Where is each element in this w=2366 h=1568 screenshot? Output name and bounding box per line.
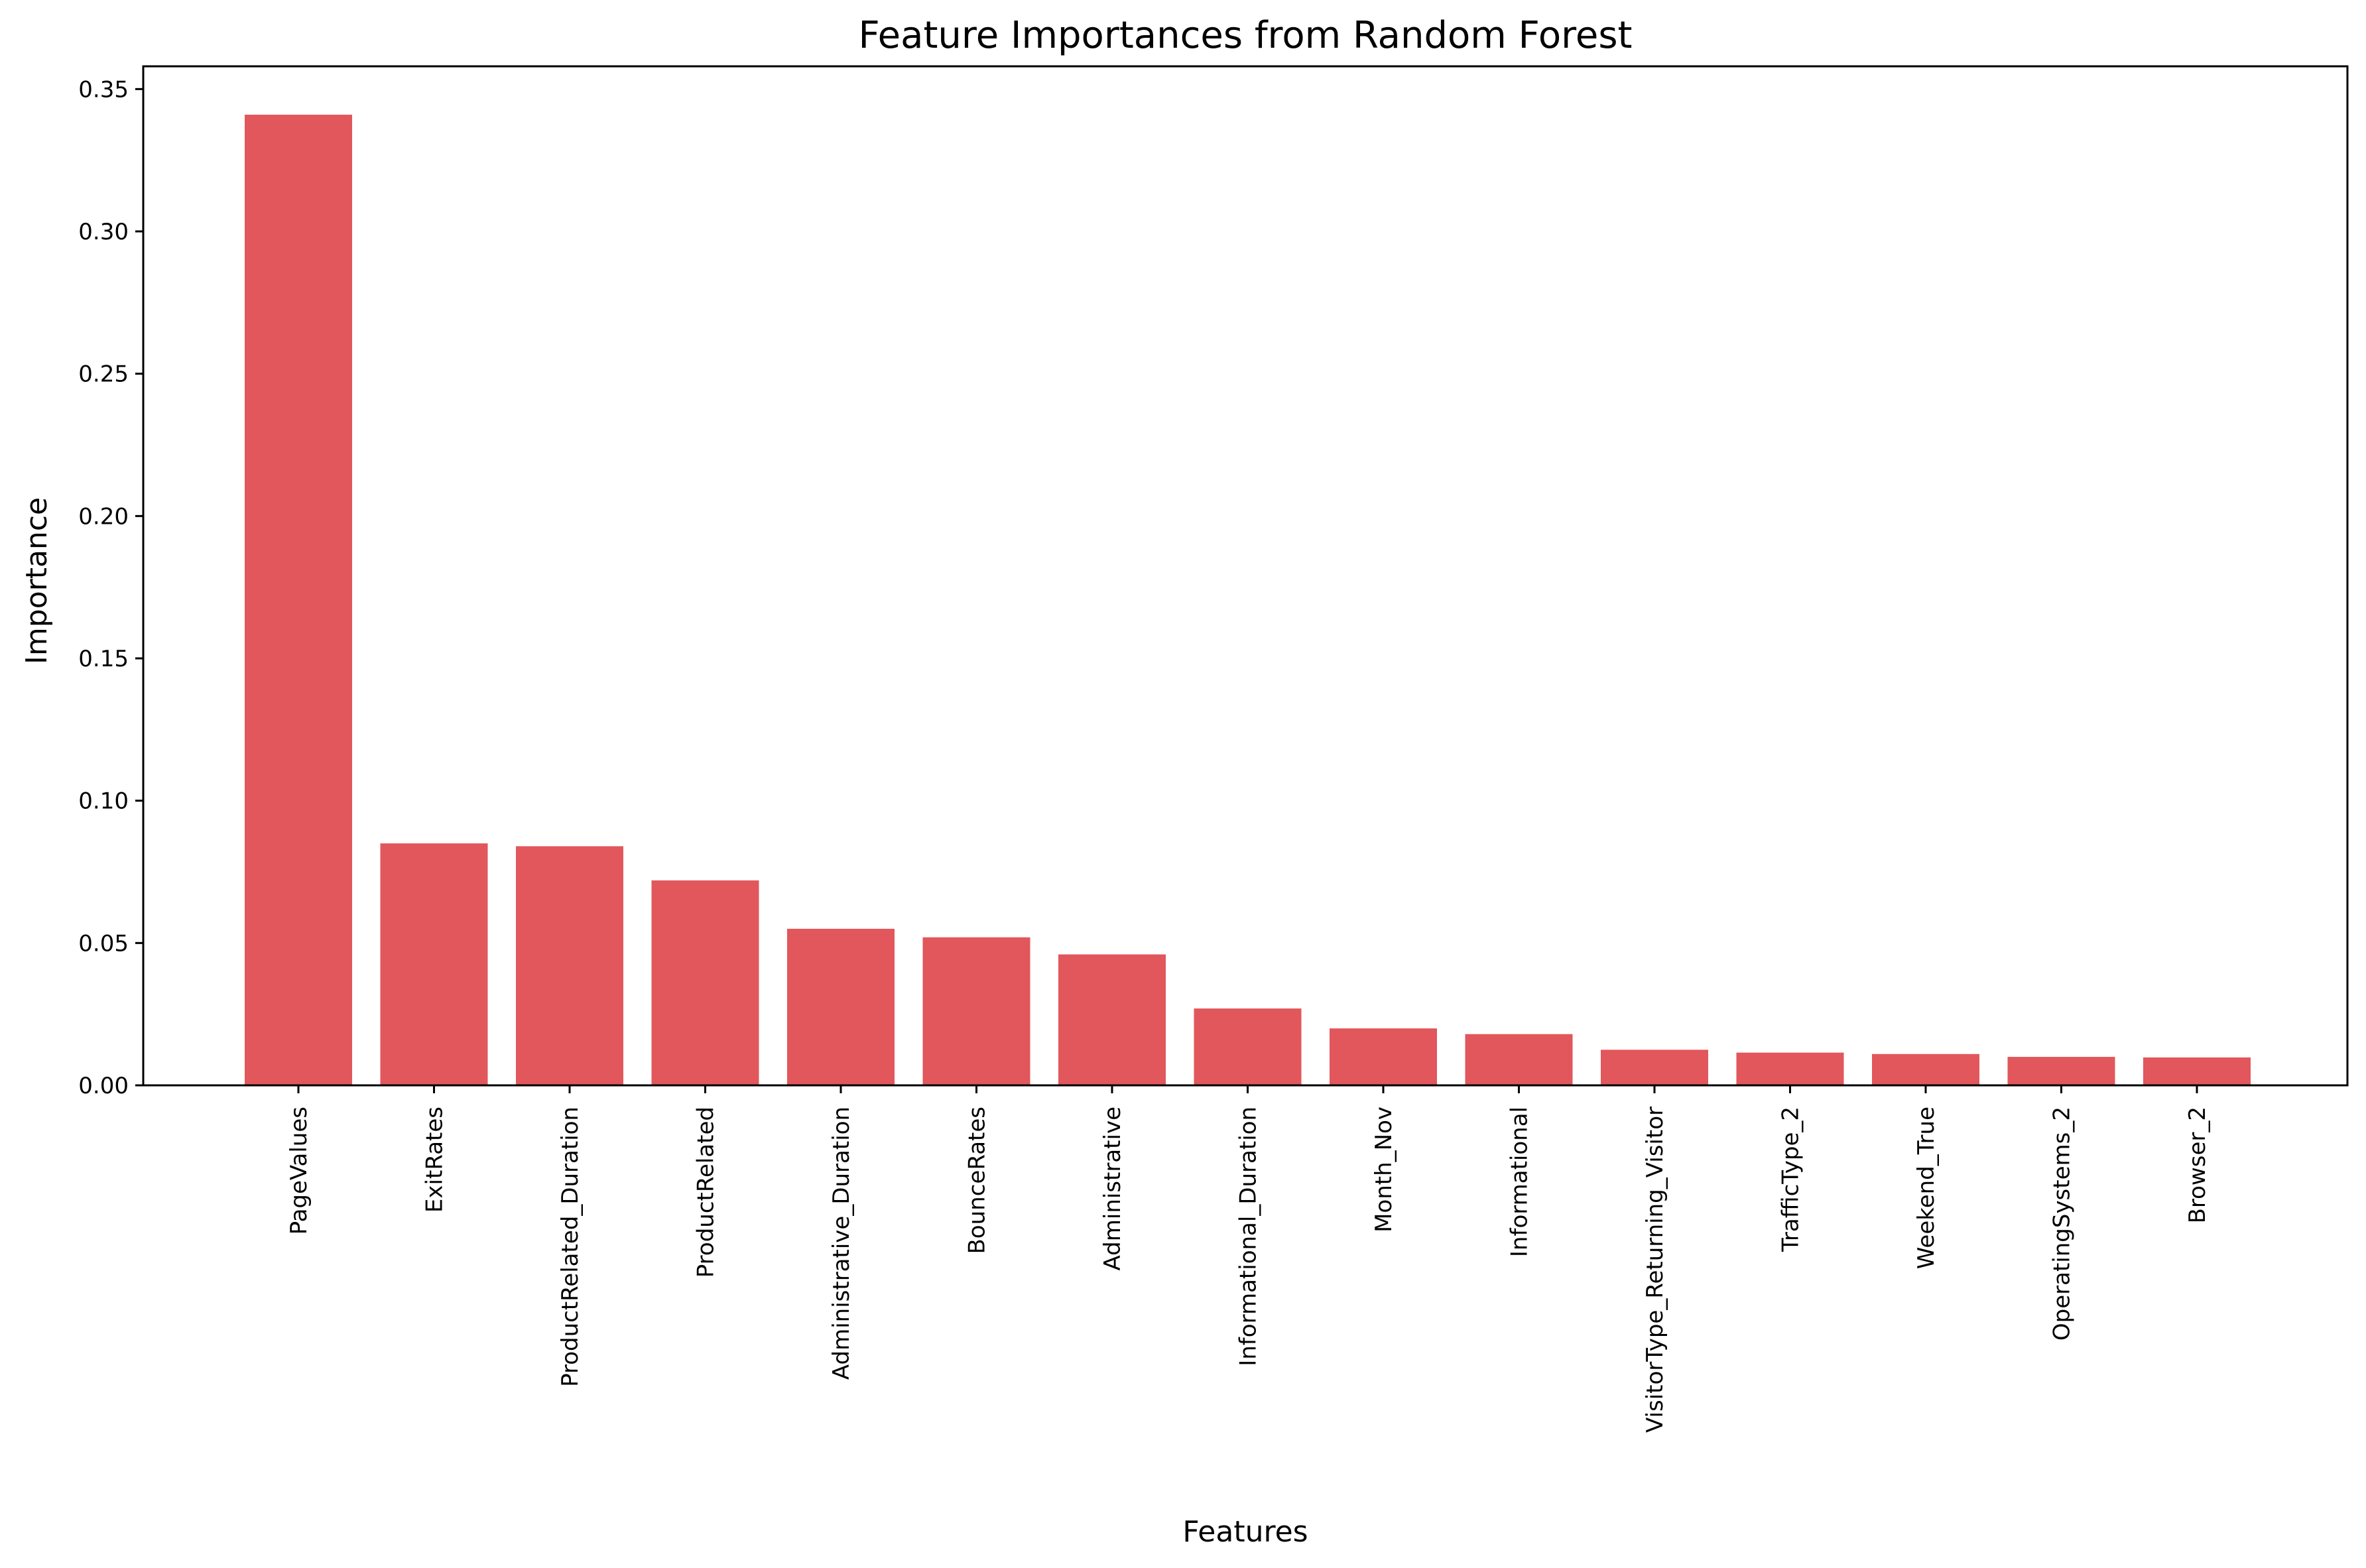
y-axis-label: Importance — [20, 497, 54, 664]
y-tick-label: 0.15 — [78, 646, 129, 672]
x-tick-label: Month_Nov — [1371, 1107, 1397, 1233]
y-axis: 0.00 0.05 0.10 0.15 0.20 0.25 0.30 0.35 — [78, 76, 143, 1099]
bar-productrelated — [651, 880, 759, 1085]
bar-administrative — [1058, 954, 1166, 1085]
bar-browser-2 — [2143, 1057, 2251, 1085]
y-tick-label: 0.35 — [78, 76, 129, 103]
x-tick-label: Administrative_Duration — [828, 1107, 855, 1380]
y-tick-label: 0.25 — [78, 361, 129, 388]
x-tick-label: ExitRates — [422, 1107, 448, 1213]
y-tick-label: 0.30 — [78, 219, 129, 245]
x-tick-label: PageValues — [286, 1107, 312, 1235]
bar-exitrates — [380, 843, 488, 1085]
y-tick-label: 0.00 — [78, 1073, 129, 1099]
x-tick-label: ProductRelated — [693, 1107, 719, 1278]
x-tick-label: ProductRelated_Duration — [557, 1107, 584, 1387]
bar-informational — [1465, 1034, 1573, 1085]
x-tick-label: Informational_Duration — [1235, 1107, 1262, 1366]
bar-month-nov — [1330, 1028, 1437, 1085]
bar-informational-duration — [1194, 1008, 1302, 1085]
x-tick-label: Weekend_True — [1913, 1107, 1940, 1269]
bar-administrative-duration — [787, 928, 895, 1085]
bar-traffictype-2 — [1736, 1052, 1844, 1085]
x-tick-label: BounceRates — [964, 1107, 991, 1254]
bar-pagevalues — [245, 114, 352, 1085]
bar-bouncerates — [922, 937, 1030, 1085]
x-axis: PageValues ExitRates ProductRelated_Durati… — [286, 1085, 2211, 1433]
bar-operatingsystems-2 — [2007, 1057, 2115, 1085]
x-tick-label: Informational — [1507, 1107, 1533, 1257]
x-tick-label: OperatingSystems_2 — [2049, 1107, 2076, 1341]
y-tick-label: 0.05 — [78, 930, 129, 957]
plot-area: 0.00 0.05 0.10 0.15 0.20 0.25 0.30 0.35 PageVal… — [78, 65, 2349, 1433]
x-tick-label: Browser_2 — [2184, 1107, 2211, 1223]
x-axis-label: Features — [1182, 1515, 1308, 1549]
y-tick-label: 0.10 — [78, 788, 129, 815]
plot-frame — [142, 65, 2349, 1087]
x-tick-label: TrafficType_2 — [1778, 1107, 1804, 1252]
bar-productrelated-duration — [516, 846, 623, 1085]
x-tick-label: VisitorType_Returning_Visitor — [1642, 1107, 1668, 1433]
bar-weekend-true — [1872, 1054, 1979, 1085]
x-tick-label: Administrative — [1099, 1107, 1126, 1270]
chart-title: Feature Importances from Random Forest — [859, 14, 1633, 57]
y-tick-label: 0.20 — [78, 503, 129, 530]
bar-visitortype-returning-visitor — [1601, 1050, 1708, 1085]
bars — [245, 114, 2251, 1085]
